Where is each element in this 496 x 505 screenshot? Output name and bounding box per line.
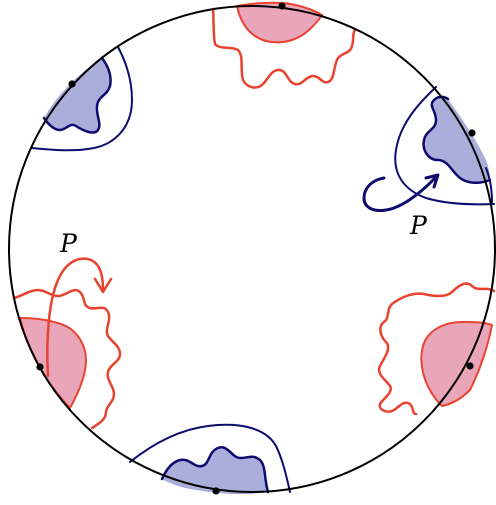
region-top-boundary <box>211 7 357 89</box>
region-upper-left-fill <box>44 58 111 133</box>
label-p-right: P <box>409 211 428 240</box>
region-top <box>211 1 357 89</box>
region-upper-left <box>31 46 134 152</box>
arrow-right <box>362 173 440 212</box>
region-right <box>377 282 496 416</box>
region-top-fill <box>235 1 324 44</box>
boundary-circle <box>8 5 496 493</box>
region-bottom-outer-arc <box>129 423 291 493</box>
region-bottom-boundary <box>160 446 270 494</box>
region-upper-right-boundary <box>422 95 492 184</box>
region-upper-right-inner-arc <box>485 167 493 203</box>
arrow-right-head <box>424 173 440 189</box>
region-upper-left-boundary <box>42 56 112 134</box>
region-right-boundary <box>377 282 496 416</box>
region-right-fill <box>420 320 494 408</box>
region-upper-right <box>394 86 495 206</box>
arrow-left <box>46 257 113 378</box>
arrow-left-shaft <box>46 257 105 378</box>
boundary-point-upper-right <box>468 129 476 137</box>
boundary-point-left <box>36 363 44 371</box>
label-p-left: P <box>59 229 78 258</box>
boundary-point-right <box>466 362 474 370</box>
region-left-fill <box>18 316 88 410</box>
region-upper-right-outer-arc <box>394 86 495 206</box>
region-upper-right-fill <box>423 96 490 183</box>
arrow-left-head <box>93 277 113 294</box>
region-left-boundary <box>12 288 122 430</box>
boundary-point-top <box>278 2 286 10</box>
region-bottom <box>129 423 291 495</box>
boundary-point-bottom <box>212 487 220 495</box>
boundary-point-upper-left <box>68 80 76 88</box>
region-upper-left-outer-arc <box>31 46 134 152</box>
arrow-right-shaft <box>362 174 439 212</box>
region-bottom-fill <box>162 447 268 495</box>
